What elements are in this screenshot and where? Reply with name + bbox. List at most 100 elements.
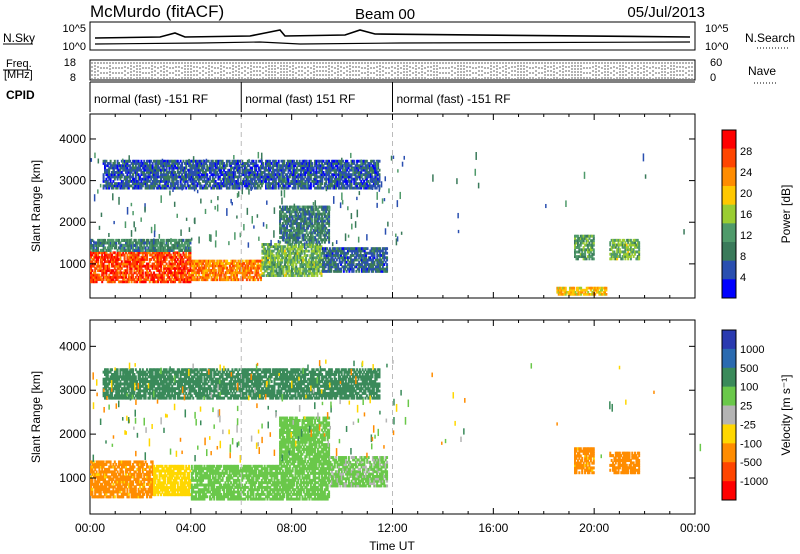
heatmap-cell — [106, 162, 109, 165]
heatmap-cell — [189, 275, 192, 279]
heatmap-cell — [354, 164, 357, 168]
heatmap-cell — [90, 253, 93, 257]
heatmap-cell — [102, 273, 105, 277]
heatmap-cell — [141, 162, 144, 165]
heatmap-cell — [321, 263, 324, 266]
heatmap-cell — [116, 271, 119, 275]
heatmap-cell — [344, 267, 347, 271]
heatmap-cell — [262, 260, 265, 264]
heatmap-cell — [90, 280, 93, 284]
heatmap-cell — [292, 249, 295, 253]
heatmap-cell — [337, 170, 340, 174]
heatmap-cell — [232, 159, 235, 163]
heatmap-cell — [134, 243, 137, 247]
heatmap-cell — [154, 175, 157, 179]
heatmap-cell — [298, 175, 301, 179]
heatmap-cell — [189, 179, 192, 183]
heatmap-cell — [146, 253, 149, 257]
heatmap-cell — [283, 207, 286, 211]
heatmap-cell — [256, 170, 259, 174]
heatmap-cell — [169, 278, 172, 281]
heatmap-cell — [185, 264, 188, 268]
heatmap-cell — [356, 251, 359, 255]
heatmap-cell — [220, 170, 223, 174]
heatmap-cell — [151, 241, 154, 245]
heatmap-cell — [210, 164, 213, 168]
heatmap-cell — [130, 168, 133, 172]
heatmap-cell — [120, 271, 123, 275]
heatmap-cell — [302, 207, 305, 211]
heatmap-cell — [269, 164, 272, 168]
heatmap-cell — [133, 255, 136, 259]
heatmap-cell — [265, 256, 268, 260]
heatmap-cell — [323, 205, 326, 209]
heatmap-cell — [279, 205, 282, 209]
heatmap-cell — [119, 280, 122, 284]
heatmap-cell — [351, 247, 354, 251]
heatmap-cell — [190, 271, 193, 275]
heatmap-cell — [200, 271, 203, 275]
heatmap-cell — [165, 251, 168, 255]
heatmap-cell — [200, 262, 203, 265]
heatmap-cell — [144, 186, 147, 190]
heatmap-cell — [248, 268, 251, 272]
heatmap-cell — [212, 273, 215, 277]
heatmap-cell — [298, 240, 301, 244]
heatmap-cell — [213, 164, 216, 168]
heatmap-cell — [245, 278, 248, 282]
heatmap-cell — [316, 265, 319, 269]
heatmap-cell — [287, 210, 290, 214]
heatmap-cell — [139, 241, 142, 245]
heatmap-cell — [204, 179, 207, 183]
heatmap-cell — [214, 179, 217, 183]
heatmap-cell — [273, 168, 276, 172]
heatmap-cell — [314, 212, 317, 216]
heatmap-cell — [313, 256, 316, 260]
heatmap-cell — [144, 275, 147, 279]
heatmap-cell — [158, 168, 161, 172]
heatmap-cell — [158, 271, 161, 275]
heatmap-cell — [265, 274, 268, 277]
heatmap-cell — [367, 251, 370, 255]
heatmap-cell — [334, 247, 337, 251]
heatmap-cell — [193, 266, 196, 270]
heatmap-cell — [339, 179, 342, 183]
heatmap-cell — [348, 256, 351, 260]
heatmap-cell — [200, 186, 203, 190]
heatmap-cell — [288, 173, 291, 177]
heatmap-cell — [108, 186, 111, 190]
heatmap-cell — [342, 168, 345, 172]
heatmap-cell — [292, 274, 295, 277]
heatmap-cell — [148, 258, 151, 261]
heatmap-cell — [279, 240, 282, 244]
heatmap-cell — [130, 271, 133, 275]
heatmap-cell — [283, 256, 286, 260]
heatmap-cell — [374, 265, 377, 269]
heatmap-cell — [126, 243, 129, 247]
heatmap-cell — [352, 263, 355, 266]
heatmap-cell — [312, 249, 315, 253]
heatmap-cell — [218, 175, 221, 179]
heatmap-cell — [274, 159, 277, 163]
heatmap-cell — [147, 173, 150, 177]
heatmap-cell — [125, 264, 128, 268]
heatmap-cell — [328, 164, 331, 168]
heatmap-cell — [130, 170, 133, 174]
heatmap-cell — [129, 173, 132, 177]
heatmap-cell — [326, 177, 329, 181]
heatmap-cell — [204, 275, 207, 279]
heatmap-cell — [155, 175, 158, 179]
heatmap-cell — [126, 266, 129, 270]
heatmap-cell — [233, 266, 236, 270]
heatmap-cell — [192, 173, 195, 177]
heatmap-cell — [339, 175, 342, 179]
heatmap-cell — [261, 265, 264, 269]
heatmap-cell — [244, 266, 247, 270]
heatmap-cell — [350, 182, 353, 186]
heatmap-cell — [183, 266, 186, 270]
heatmap-cell — [160, 278, 163, 281]
heatmap-cell — [224, 166, 227, 170]
heatmap-cell — [308, 231, 311, 235]
heatmap-cell — [174, 280, 177, 284]
heatmap-cell — [169, 269, 172, 273]
